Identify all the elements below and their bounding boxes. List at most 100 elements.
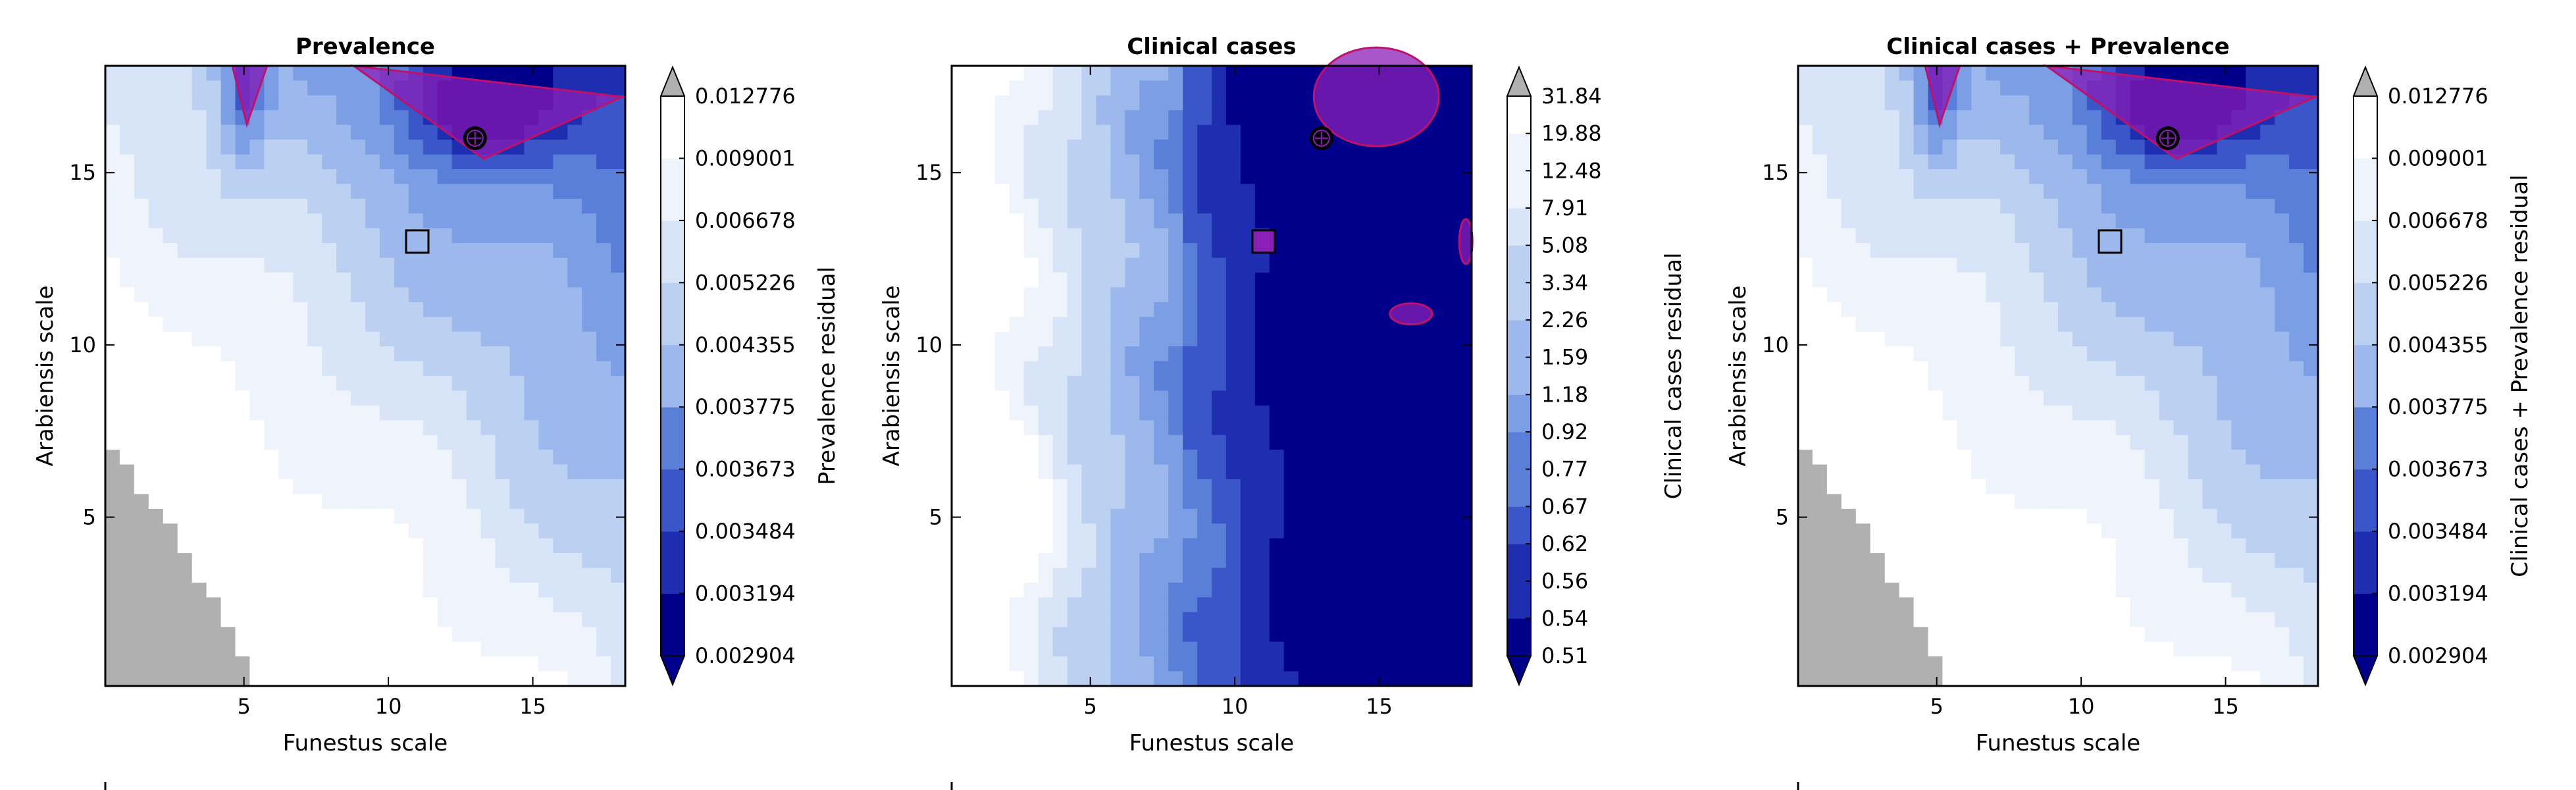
contour-cell [1399, 612, 1414, 628]
contour-cell [1154, 331, 1169, 347]
contour-cell [1312, 641, 1328, 657]
contour-cell [1385, 583, 1400, 598]
contour-cell [1225, 169, 1241, 185]
contour-cell [2044, 124, 2059, 140]
contour-cell [1197, 494, 1212, 510]
contour-cell [2029, 287, 2044, 303]
contour-cell [408, 656, 424, 672]
contour-cell [1009, 198, 1025, 215]
contour-cell [1356, 656, 1372, 672]
contour-cell [2275, 464, 2290, 480]
contour-cell [1855, 583, 1871, 598]
contour-cell [1312, 508, 1328, 525]
contour-cell [119, 317, 135, 332]
contour-cell [293, 523, 308, 539]
contour-cell [1269, 464, 1285, 480]
contour-cell [1341, 450, 1357, 465]
contour-cell [235, 656, 251, 672]
contour-cell [611, 479, 626, 495]
contour-cell [1038, 184, 1054, 199]
contour-cell [1269, 656, 1285, 672]
contour-cell [1913, 479, 1929, 495]
contour-cell [538, 361, 554, 377]
contour-cell [394, 140, 409, 155]
contour-cell [134, 124, 149, 140]
contour-cell [1899, 169, 1915, 185]
contour-cell [2231, 273, 2246, 288]
contour-cell [2246, 287, 2261, 303]
contour-cell [1052, 331, 1068, 347]
contour-cell [105, 184, 120, 199]
contour-cell [351, 361, 366, 377]
contour-cell [2058, 420, 2073, 436]
contour-cell [2130, 641, 2146, 657]
contour-cell [192, 317, 207, 332]
contour-cell [1283, 508, 1299, 525]
contour-cell [163, 273, 178, 288]
contour-cell [293, 213, 308, 229]
contour-cell [1298, 494, 1314, 510]
contour-cell [2202, 405, 2218, 421]
contour-cell [1067, 450, 1083, 465]
contour-cell [567, 523, 582, 539]
contour-cell [2217, 627, 2232, 643]
contour-cell [1254, 583, 1270, 598]
contour-cell [2044, 538, 2059, 554]
contour-cell [1298, 346, 1314, 362]
contour-cell [1269, 302, 1285, 318]
contour-cell [1023, 390, 1039, 406]
contour-cell [119, 567, 135, 583]
contour-cell [538, 567, 554, 583]
contour-cell [1312, 169, 1328, 185]
contour-cell [2058, 184, 2073, 199]
contour-cell [1009, 671, 1025, 687]
contour-cell [611, 420, 626, 436]
contour-cell [2275, 376, 2290, 392]
contour-cell [1327, 317, 1343, 332]
contour-cell [1139, 567, 1154, 583]
contour-cell [1327, 243, 1343, 259]
contour-cell [596, 405, 611, 421]
contour-cell [1096, 140, 1112, 155]
contour-cell [1312, 671, 1328, 687]
contour-cell [249, 376, 265, 392]
contour-cell [524, 464, 540, 480]
contour-cell [1428, 479, 1443, 495]
contour-cell [2130, 612, 2146, 628]
contour-cell [220, 450, 236, 465]
contour-cell [538, 420, 554, 436]
contour-cell [2188, 405, 2203, 421]
contour-cell [235, 450, 251, 465]
contour-cell [1428, 213, 1443, 229]
contour-cell [1414, 257, 1429, 273]
contour-cell [336, 95, 351, 111]
contour-cell [1183, 124, 1198, 140]
contour-cell [2130, 169, 2146, 185]
contour-cell [2246, 553, 2261, 569]
contour-cell [278, 110, 294, 126]
contour-cell [2304, 110, 2319, 126]
contour-cell [1212, 671, 1227, 687]
contour-cell [1168, 553, 1183, 569]
contour-cell [1183, 538, 1198, 554]
contour-cell [1798, 243, 1813, 259]
contour-cell [1183, 420, 1198, 436]
contour-cell [553, 597, 568, 613]
contour-cell [1826, 553, 1842, 569]
contour-cell [1870, 66, 1886, 82]
contour-cell [1798, 331, 1813, 347]
contour-cell [1370, 597, 1386, 613]
contour-cell [553, 243, 568, 259]
contour-cell [2289, 302, 2304, 318]
contour-cell [2130, 597, 2146, 613]
contour-cell [1197, 302, 1212, 318]
contour-cell [1067, 331, 1083, 347]
contour-cell [278, 169, 294, 185]
contour-cell [2159, 671, 2175, 687]
contour-cell [1385, 198, 1400, 215]
contour-cell [466, 612, 482, 628]
contour-cell [2144, 523, 2160, 539]
contour-cell [538, 140, 554, 155]
contour-cell [980, 523, 996, 539]
contour-cell [2246, 198, 2261, 215]
